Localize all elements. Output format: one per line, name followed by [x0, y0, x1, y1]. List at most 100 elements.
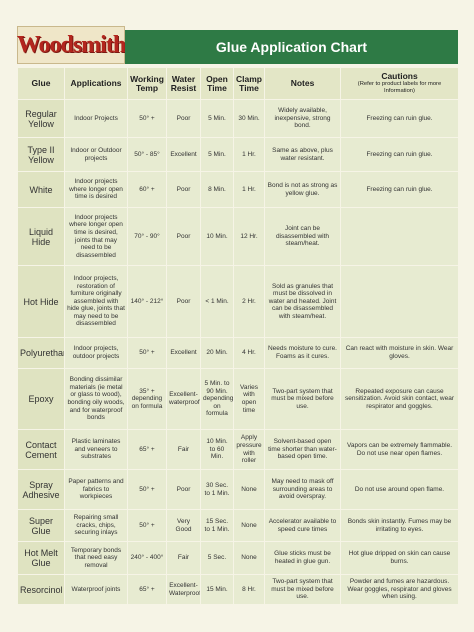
- applications-cell: Repairing small cracks, chips, securing …: [64, 509, 128, 542]
- clamp-time-cell: None: [233, 469, 265, 510]
- applications-cell: Indoor projects where longer open time i…: [64, 171, 128, 208]
- notes-cell: Bond is not as strong as yellow glue.: [264, 171, 341, 208]
- chart-title: Glue Application Chart: [125, 30, 458, 64]
- working-temp-cell: 65° +: [127, 429, 167, 470]
- cautions-cell: Powder and fumes are hazardous. Wear gog…: [340, 574, 459, 605]
- column-header: Clamp Time: [233, 67, 265, 100]
- glue-cell: Contact Cement: [17, 429, 65, 470]
- column-header-text: Notes: [290, 78, 315, 88]
- table-row: Resorcinol Waterproof joints 65° + Excellen…: [17, 574, 459, 605]
- working-temp-cell: 65° +: [127, 574, 167, 605]
- notes-cell: Widely available, inexpensive, strong bo…: [264, 99, 341, 138]
- table-body: Regular Yellow Indoor Projects 50° + Poor 5 …: [17, 99, 459, 605]
- cautions-cell: Bonds skin instantly. Fumes may be irrit…: [340, 509, 459, 542]
- column-header: Notes: [264, 67, 341, 100]
- column-subtitle: (Refer to product labels for more Inform…: [357, 81, 442, 94]
- cautions-cell: Hot glue dripped on skin can cause burns…: [340, 541, 459, 575]
- water-resist-cell: Poor: [166, 207, 201, 266]
- notes-cell: Glue sticks must be heated in glue gun.: [264, 541, 341, 575]
- working-temp-cell: 50° +: [127, 469, 167, 510]
- notes-cell: Two-part system that must be mixed befor…: [264, 368, 341, 430]
- clamp-time-cell: 30 Min.: [233, 99, 265, 138]
- open-time-cell: 20 Min.: [200, 337, 234, 369]
- column-header-text: Applications: [70, 78, 122, 88]
- applications-cell: Bonding dissimilar materials (ie metal o…: [64, 368, 128, 430]
- clamp-time-cell: 1 Hr.: [233, 137, 265, 172]
- applications-cell: Indoor projects where longer open time i…: [64, 207, 128, 266]
- glue-cell: Type II Yellow: [17, 137, 65, 172]
- applications-cell: Indoor projects, restoration of furnitur…: [64, 265, 128, 338]
- water-resist-cell: Excellent: [166, 137, 201, 172]
- applications-cell: Indoor Projects: [64, 99, 128, 138]
- open-time-cell: 15 Sec. to 1 Min.: [200, 509, 234, 542]
- table-row: Contact Cement Plastic laminates and vene…: [17, 429, 459, 470]
- water-resist-cell: Poor: [166, 469, 201, 510]
- cautions-cell: Freezing can ruin glue.: [340, 171, 459, 208]
- column-header: Working Temp: [127, 67, 167, 100]
- water-resist-cell: Fair: [166, 541, 201, 575]
- open-time-cell: 8 Min.: [200, 171, 234, 208]
- notes-cell: May need to mask off surrounding areas t…: [264, 469, 341, 510]
- cautions-cell: [340, 265, 459, 338]
- column-header: Open Time: [200, 67, 234, 100]
- table-row: Hot Hide Indoor projects, restoration of …: [17, 265, 459, 338]
- notes-cell: Joint can be disassembled with steam/hea…: [264, 207, 341, 266]
- open-time-cell: 10 Min. to 60 Min.: [200, 429, 234, 470]
- glue-cell: Regular Yellow: [17, 99, 65, 138]
- header-row: Glue Applications Working Temp Water Resist…: [17, 67, 459, 100]
- notes-cell: Sold as granules that must be dissolved …: [264, 265, 341, 338]
- column-header-text: Water Resist: [170, 73, 197, 93]
- glue-cell: Liquid Hide: [17, 207, 65, 266]
- working-temp-cell: 70° - 90°: [127, 207, 167, 266]
- table-row: Epoxy Bonding dissimilar materials (ie me…: [17, 368, 459, 430]
- cautions-cell: Can react with moisture in skin. Wear gl…: [340, 337, 459, 369]
- cautions-cell: [340, 207, 459, 266]
- table-row: Liquid Hide Indoor projects where longer …: [17, 207, 459, 266]
- glue-cell: Spray Adhesive: [17, 469, 65, 510]
- column-header: Applications: [64, 67, 128, 100]
- working-temp-cell: 50° - 85°: [127, 137, 167, 172]
- water-resist-cell: Excellent-Waterproof: [166, 574, 201, 605]
- table-row: Super Glue Repairing small cracks, chips,…: [17, 509, 459, 542]
- water-resist-cell: Poor: [166, 99, 201, 138]
- water-resist-cell: Excellent-waterproof: [166, 368, 201, 430]
- clamp-time-cell: None: [233, 541, 265, 575]
- column-header: Glue: [17, 67, 65, 100]
- glue-cell: Resorcinol: [17, 574, 65, 605]
- open-time-cell: 5 Sec.: [200, 541, 234, 575]
- column-header: Water Resist: [166, 67, 201, 100]
- column-header-text: Glue: [31, 78, 51, 88]
- working-temp-cell: 140° - 212°: [127, 265, 167, 338]
- clamp-time-cell: 2 Hr.: [233, 265, 265, 338]
- cautions-cell: Do not use around open flame.: [340, 469, 459, 510]
- clamp-time-cell: Apply pressure with roller: [233, 429, 265, 470]
- applications-cell: Paper patterns and fabrics to workpieces: [64, 469, 128, 510]
- working-temp-cell: 50° +: [127, 509, 167, 542]
- clamp-time-cell: 12 Hr.: [233, 207, 265, 266]
- open-time-cell: 5 Min. to 90 Min. depending on formula: [200, 368, 234, 430]
- table-row: White Indoor projects where longer open t…: [17, 171, 459, 208]
- glue-table: Glue Applications Working Temp Water Resist…: [17, 67, 459, 605]
- column-header-text: Working Temp: [130, 73, 164, 93]
- open-time-cell: 5 Min.: [200, 137, 234, 172]
- applications-cell: Temporary bonds that need easy removal: [64, 541, 128, 575]
- clamp-time-cell: 8 Hr.: [233, 574, 265, 605]
- clamp-time-cell: 1 Hr.: [233, 171, 265, 208]
- notes-cell: Accelerator available to speed cure time…: [264, 509, 341, 542]
- glue-cell: White: [17, 171, 65, 208]
- open-time-cell: 15 Min.: [200, 574, 234, 605]
- open-time-cell: 5 Min.: [200, 99, 234, 138]
- working-temp-cell: 50° +: [127, 337, 167, 369]
- clamp-time-cell: 4 Hr.: [233, 337, 265, 369]
- applications-cell: Indoor projects, outdoor projects: [64, 337, 128, 369]
- table-row: Spray Adhesive Paper patterns and fabrics…: [17, 469, 459, 510]
- glue-cell: Hot Melt Glue: [17, 541, 65, 575]
- notes-cell: Solvent-based open time shorter than wat…: [264, 429, 341, 470]
- open-time-cell: < 1 Min.: [200, 265, 234, 338]
- glue-cell: Super Glue: [17, 509, 65, 542]
- notes-cell: Two-part system that must be mixed befor…: [264, 574, 341, 605]
- column-header-text: Cautions: [381, 71, 418, 81]
- glue-cell: Hot Hide: [17, 265, 65, 338]
